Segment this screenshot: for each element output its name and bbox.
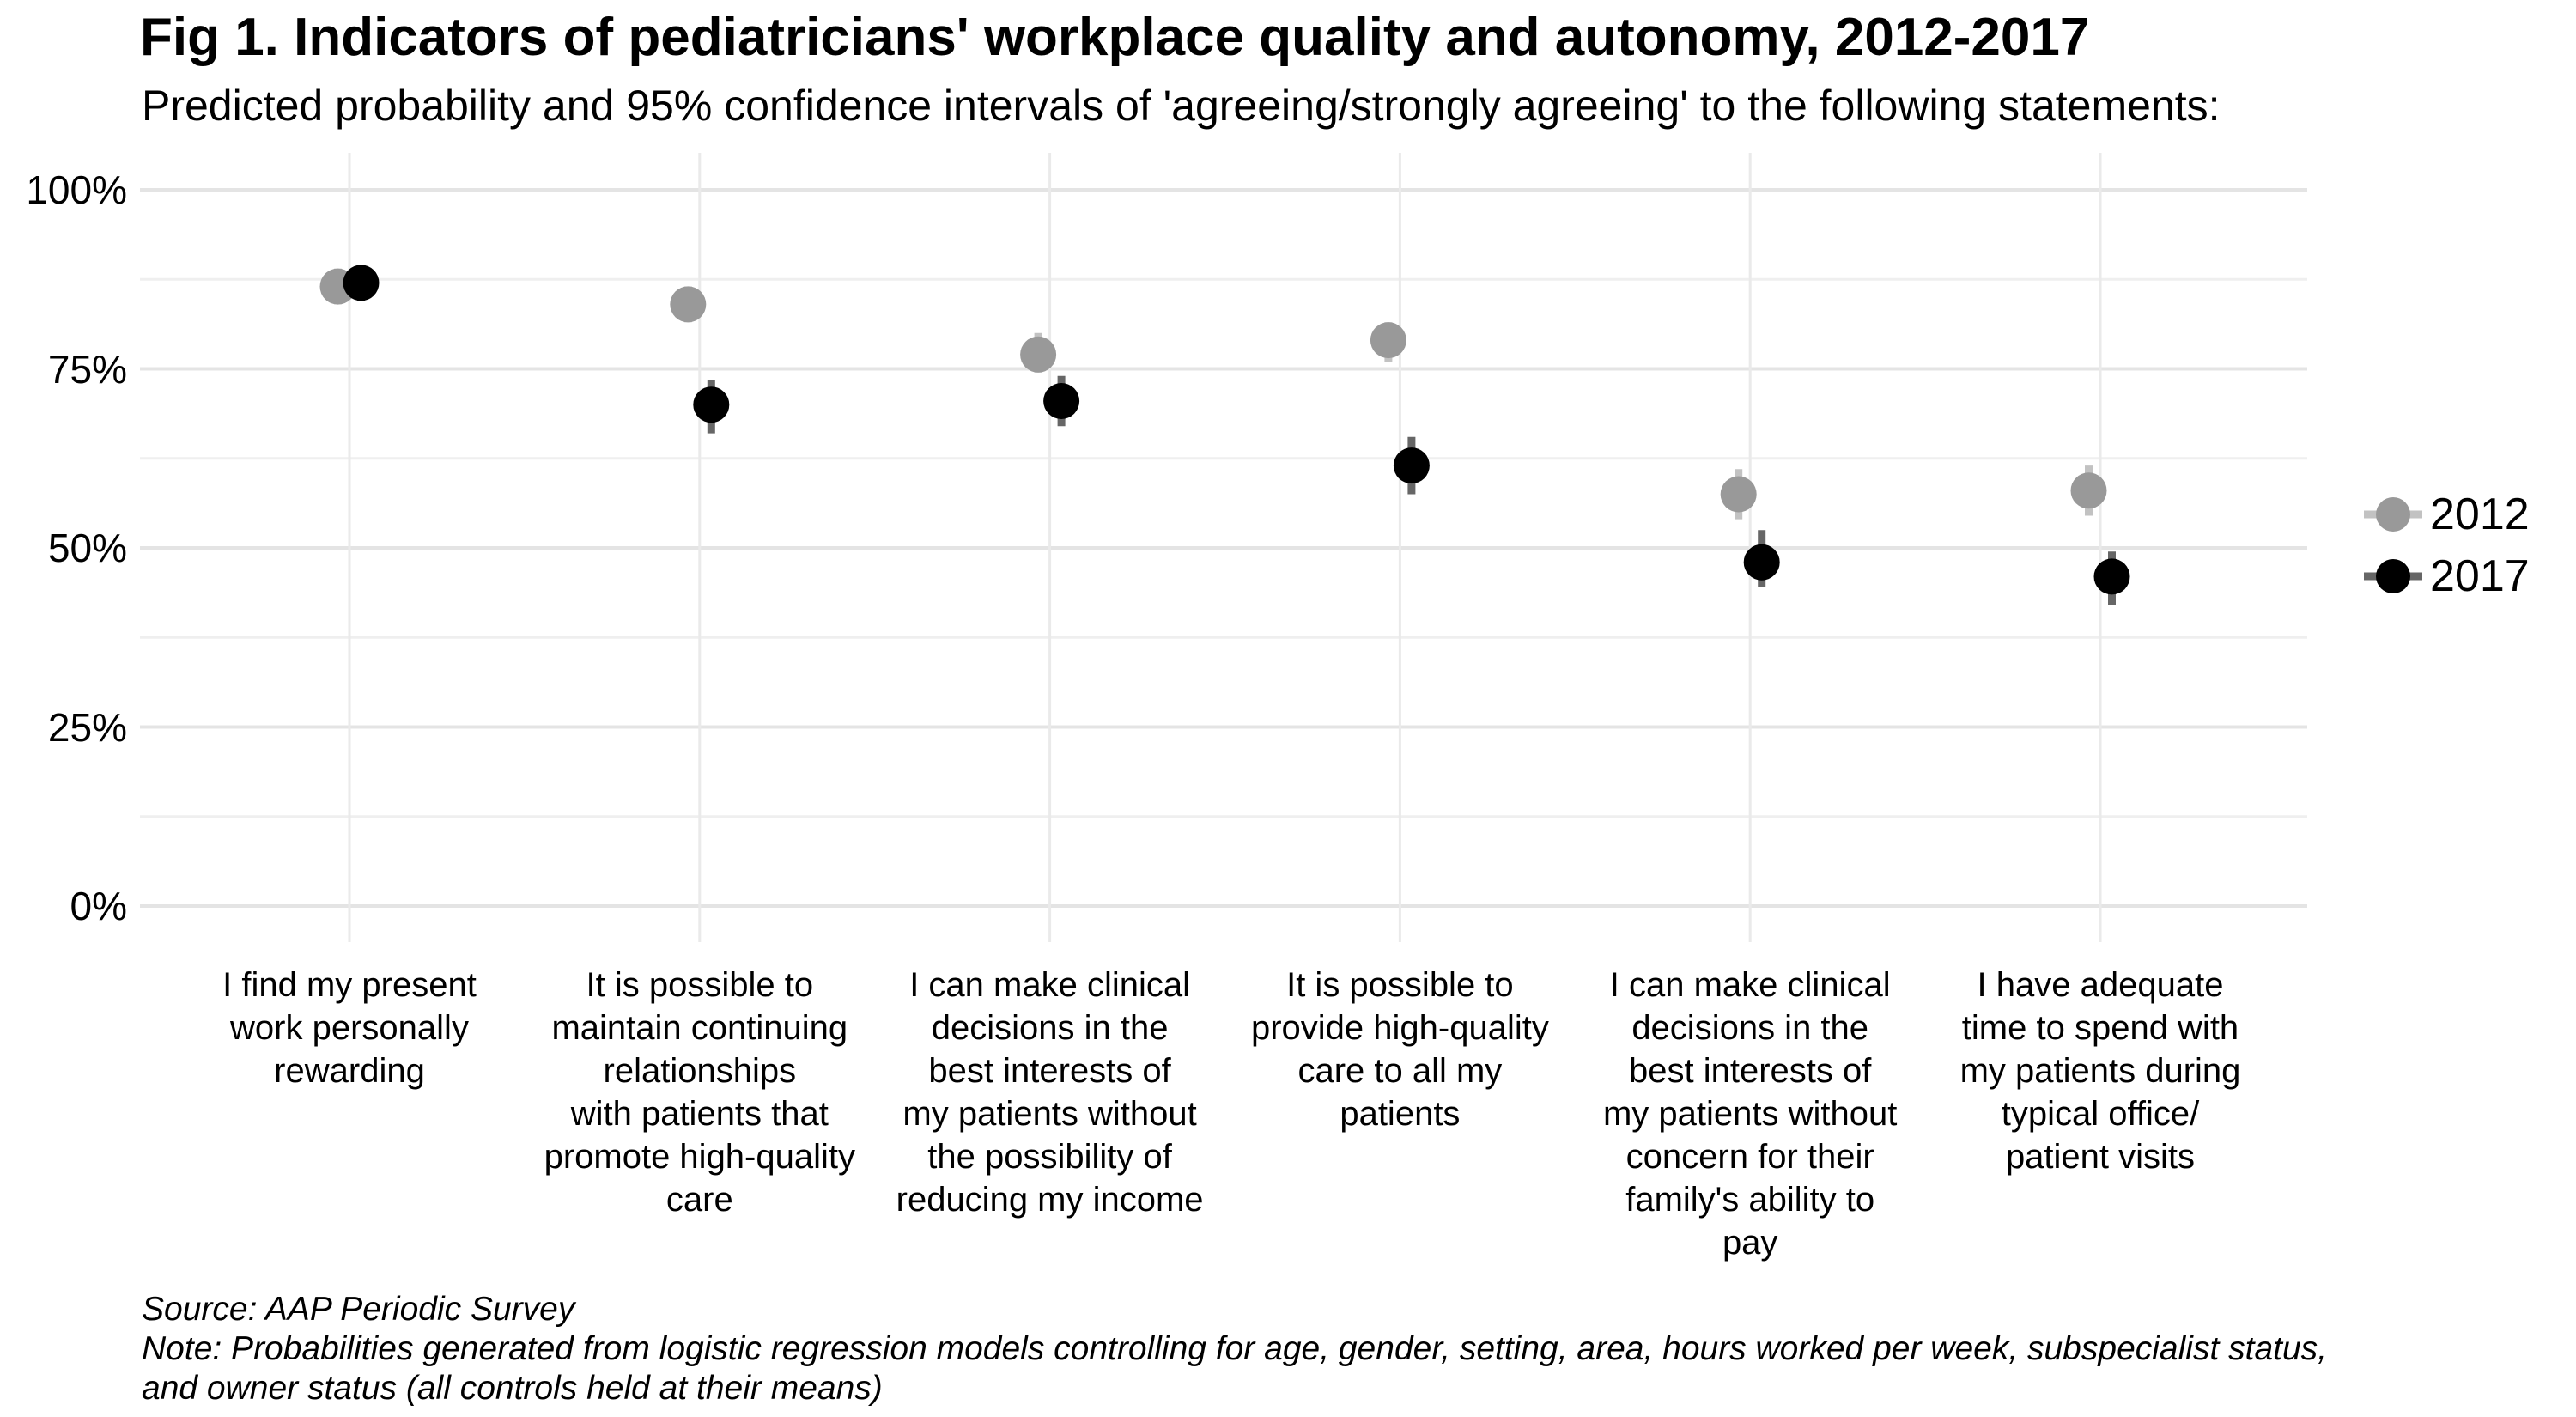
y-tick-label-75: 75%: [47, 346, 127, 392]
legend-label-2012: 2012: [2430, 490, 2530, 539]
x-category-label-3: It is possible to provide high-quality c…: [1250, 966, 1549, 1133]
point-2012-3: [1370, 322, 1406, 359]
legend-key-2012-icon: [2364, 497, 2422, 532]
y-tick-label-25: 25%: [47, 704, 127, 750]
legend-label-2017: 2017: [2430, 551, 2530, 601]
point-2017-5: [2093, 558, 2130, 595]
point-2012-4: [1720, 476, 1757, 513]
chart-title: Fig 1. Indicators of pediatricians' work…: [140, 8, 2090, 67]
source-note: Source: AAP Periodic Survey: [142, 1291, 575, 1328]
y-tick-label-0: 0%: [70, 884, 127, 928]
point-2017-3: [1393, 447, 1430, 484]
point-2017-2: [1043, 383, 1080, 419]
legend-key-2017-icon: [2364, 559, 2422, 593]
y-tick-label-100: 100%: [26, 167, 127, 212]
x-category-label-5: I have adequate time to spend with my pa…: [1959, 966, 2241, 1176]
x-category-label-0: I find my present work personally reward…: [222, 966, 477, 1090]
point-2012-5: [2070, 472, 2107, 509]
legend-item-2012: 2012: [2361, 483, 2530, 545]
legend: 2012 2017: [2361, 483, 2530, 607]
point-2012-2: [1020, 336, 1057, 373]
point-2012-1: [670, 286, 707, 323]
method-note-1: Note: Probabilities generated from logis…: [142, 1330, 2327, 1367]
legend-item-2017: 2017: [2361, 545, 2530, 607]
chart-subtitle: Predicted probability and 95% confidence…: [142, 82, 2221, 130]
x-category-label-2: I can make clinical decisions in the bes…: [896, 966, 1204, 1219]
point-2017-0: [343, 265, 380, 301]
x-category-label-1: It is possible to maintain continuing re…: [544, 966, 855, 1219]
footnote: Source: AAP Periodic Survey Note: Probab…: [142, 1290, 2327, 1408]
method-note-2: and owner status (all controls held at t…: [142, 1370, 883, 1407]
point-2017-1: [693, 386, 730, 423]
y-tick-label-50: 50%: [47, 526, 127, 570]
x-category-label-4: I can make clinical decisions in the bes…: [1602, 966, 1898, 1262]
point-2017-4: [1743, 544, 1780, 581]
